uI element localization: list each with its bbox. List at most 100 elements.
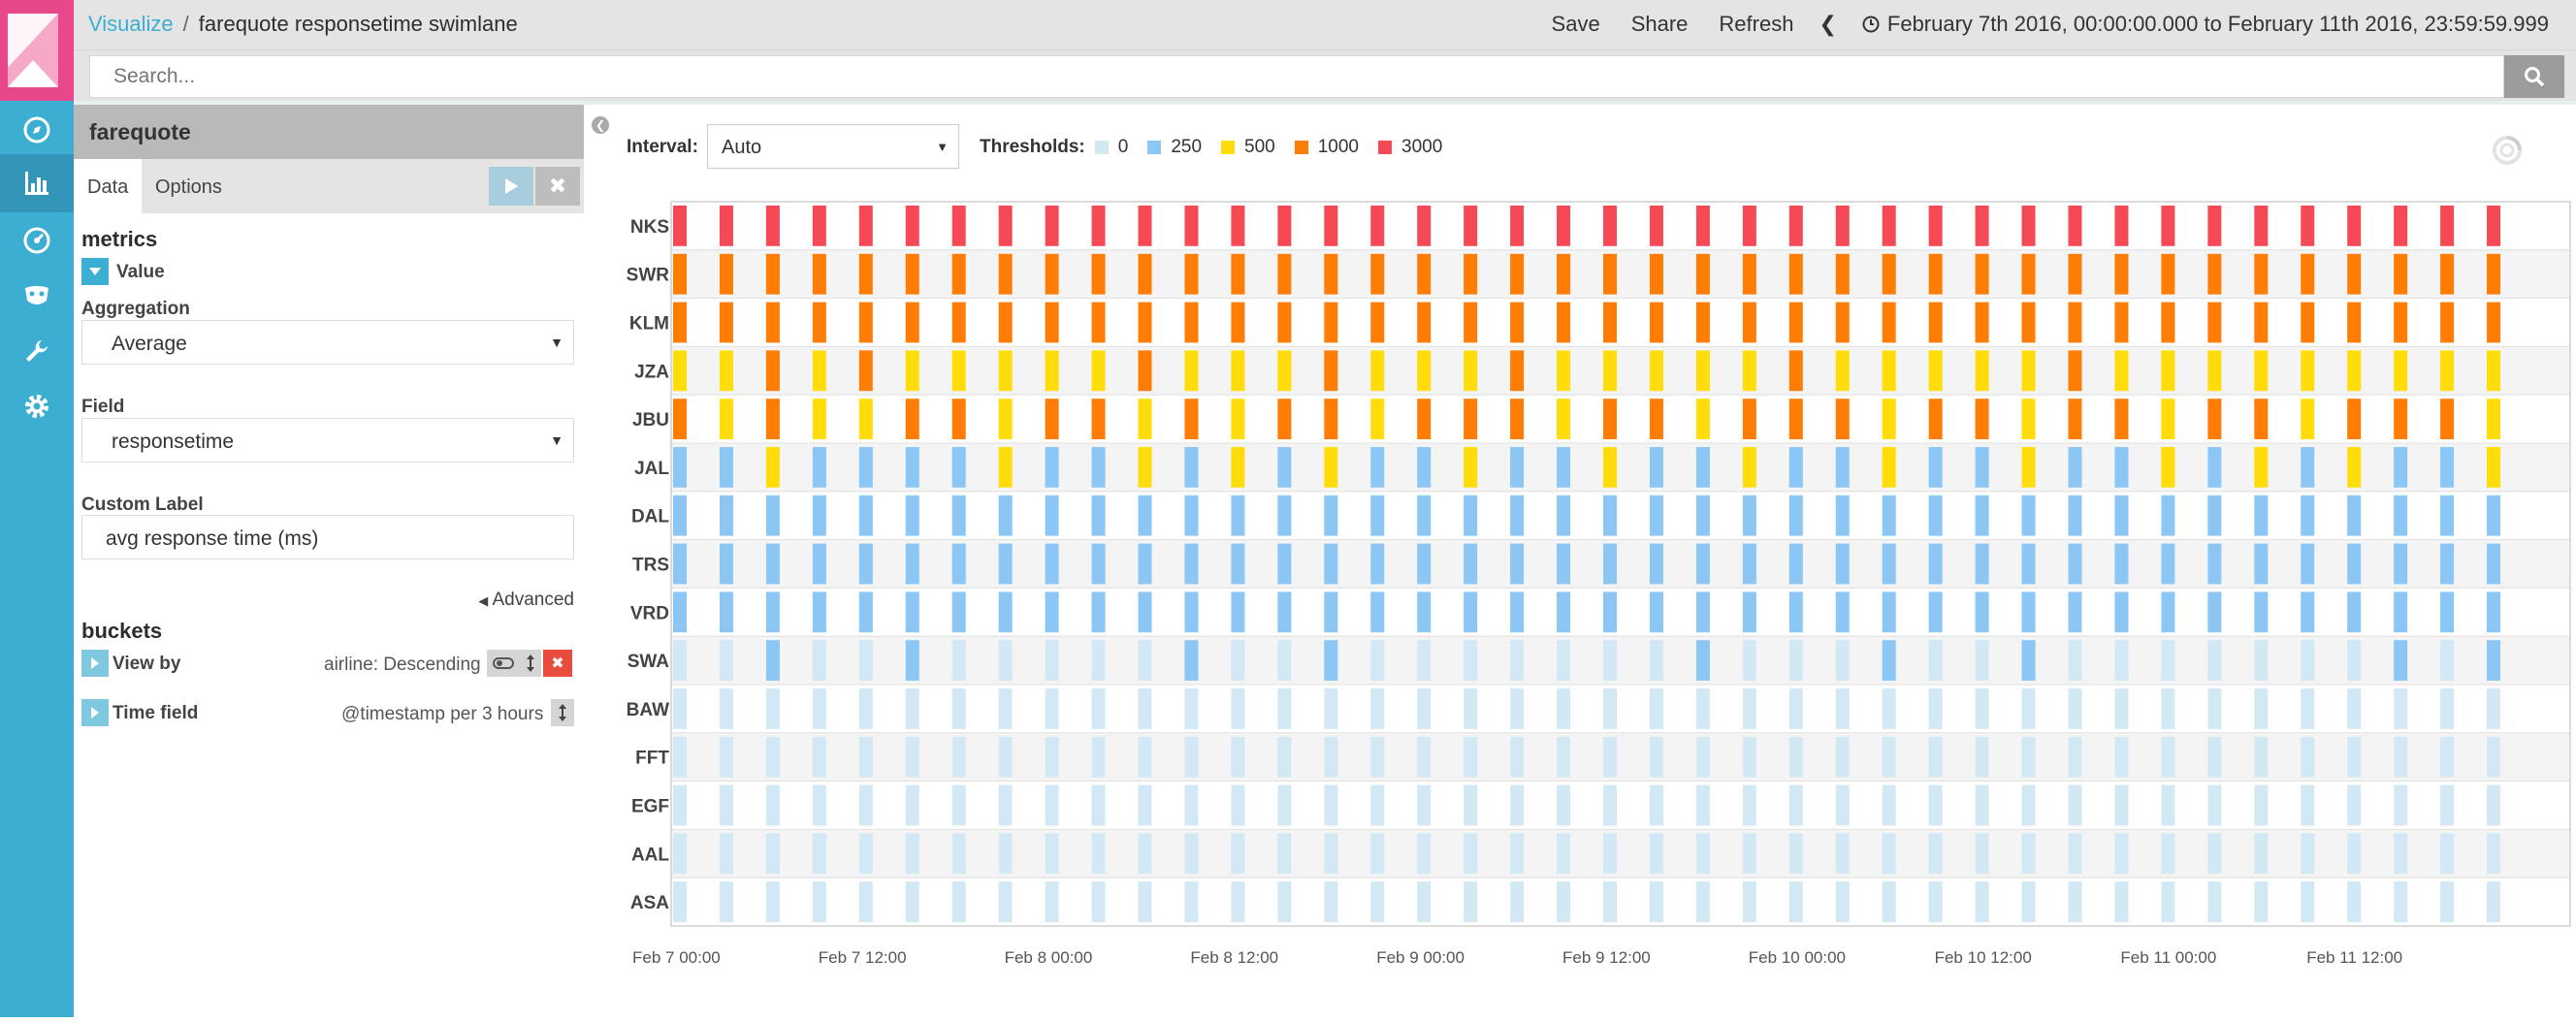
swimlane-cell (1231, 399, 1245, 439)
compass-icon[interactable] (21, 114, 52, 145)
apply-changes-button[interactable] (489, 167, 533, 206)
metric-collapse-toggle[interactable] (81, 258, 109, 285)
x-tick-label: Feb 10 12:00 (1935, 948, 2032, 967)
dropdown-caret-icon: ▼ (550, 335, 564, 350)
swimlane-cell (1510, 253, 1525, 295)
swimlane-cell (1184, 206, 1199, 246)
ml-mask-icon[interactable] (21, 280, 52, 311)
swimlane-cell (1184, 543, 1199, 585)
time-field-expand-toggle[interactable] (81, 699, 109, 726)
interval-select[interactable]: Auto ▼ (707, 124, 959, 169)
swimlane-cell (2021, 302, 2036, 343)
swimlane-cell (1788, 688, 1803, 729)
swimlane-cell (2394, 253, 2408, 295)
reorder-handle[interactable] (551, 699, 574, 726)
reorder-handle[interactable] (520, 650, 541, 677)
refresh-button[interactable]: Refresh (1719, 12, 1794, 36)
swimlane-cell (812, 253, 826, 295)
swimlane-frame (670, 201, 2571, 927)
swimlane-cell (1138, 399, 1152, 439)
swimlane-cell (2440, 640, 2455, 681)
search-input[interactable] (89, 55, 2504, 98)
swimlane-cell (1231, 495, 1245, 536)
swimlane-cell (2301, 253, 2315, 295)
swimlane-cell (2394, 736, 2408, 778)
swimlane-cell (2301, 399, 2315, 439)
chevron-left-icon[interactable]: ❮ (1819, 12, 1837, 36)
swimlane-cell (2347, 206, 2362, 246)
swimlane-cell (951, 591, 966, 633)
swimlane-cell (2394, 833, 2408, 875)
caret-down-icon (89, 268, 101, 275)
threshold-swatch (1147, 141, 1162, 154)
toggle-bucket-button[interactable] (487, 650, 520, 677)
swimlane-cell (1184, 591, 1199, 633)
swimlane-cell (765, 640, 780, 681)
swimlane-cell (2254, 253, 2269, 295)
swimlane-cell (1742, 253, 1756, 295)
field-select[interactable]: responsetime ▼ (81, 418, 574, 463)
swimlane-cell (2068, 495, 2082, 536)
swimlane-cell (1138, 881, 1152, 922)
swimlane-cell (812, 881, 826, 922)
swimlane-cell (1091, 640, 1106, 681)
advanced-toggle[interactable]: ◀ Advanced (478, 590, 574, 611)
swimlane-cell (1370, 399, 1385, 439)
custom-label-value: avg response time (ms) (106, 527, 319, 550)
swimlane-cell (719, 447, 733, 488)
swimlane-cell (2254, 784, 2269, 826)
swimlane-cell (2254, 881, 2269, 922)
remove-bucket-button[interactable]: ✖ (543, 650, 572, 677)
swimlane-cell (1091, 543, 1106, 585)
swimlane-cell (1324, 736, 1338, 778)
swimlane-cell (1603, 833, 1617, 875)
swimlane-cell (2440, 350, 2455, 392)
breadcrumb-visualize-link[interactable]: Visualize (88, 12, 174, 36)
swimlane-cell (1882, 350, 1896, 392)
swimlane-label: ASA (630, 893, 669, 913)
aggregation-select[interactable]: Average ▼ (81, 320, 574, 365)
swimlane-cell (1370, 833, 1385, 875)
swimlane-cell (1928, 399, 1943, 439)
time-picker[interactable]: February 7th 2016, 00:00:00.000 to Febru… (1862, 12, 2549, 37)
swimlane-cell (858, 591, 873, 633)
collapse-sidebar-button[interactable]: ❮ (592, 116, 609, 134)
wrench-icon[interactable] (21, 335, 52, 367)
tab-options[interactable]: Options (155, 176, 222, 198)
tab-data[interactable]: Data (74, 159, 143, 213)
swimlane-cell (2114, 399, 2129, 439)
swimlane-cell (1510, 495, 1525, 536)
swimlane-cell (1370, 495, 1385, 536)
view-by-expand-toggle[interactable] (81, 650, 109, 677)
swimlane-cell (1928, 640, 1943, 681)
discard-changes-button[interactable]: ✖ (535, 167, 580, 206)
swimlane-cell (1557, 206, 1571, 246)
swimlane-cell (1603, 591, 1617, 633)
swimlane-cell (905, 881, 919, 922)
swimlane-cell (1510, 447, 1525, 488)
share-button[interactable]: Share (1630, 12, 1689, 36)
aggregation-value: Average (112, 333, 187, 355)
swimlane-cell (2114, 688, 2129, 729)
swimlane-cell (673, 447, 687, 488)
swimlane-cell (905, 206, 919, 246)
bar-chart-icon[interactable] (21, 168, 52, 199)
swimlane-cell (765, 543, 780, 585)
swimlane-cell (1510, 640, 1525, 681)
swimlane-row (670, 587, 2571, 637)
swimlane-cell (2161, 399, 2175, 439)
dashboard-gauge-icon[interactable] (21, 225, 52, 256)
kibana-logo[interactable] (0, 0, 74, 101)
swimlane-cell (1138, 302, 1152, 343)
swimlane-cell (1788, 881, 1803, 922)
swimlane-cell (1045, 736, 1059, 778)
swimlane-cell (2440, 591, 2455, 633)
swimlane-cell (1835, 736, 1850, 778)
search-button[interactable] (2504, 55, 2564, 98)
custom-label-input[interactable]: avg response time (ms) (81, 515, 574, 559)
gear-icon[interactable] (21, 391, 52, 422)
swimlane-cell (1557, 881, 1571, 922)
swimlane-cell (1510, 784, 1525, 826)
save-button[interactable]: Save (1551, 12, 1600, 36)
swimlane-cell (858, 784, 873, 826)
